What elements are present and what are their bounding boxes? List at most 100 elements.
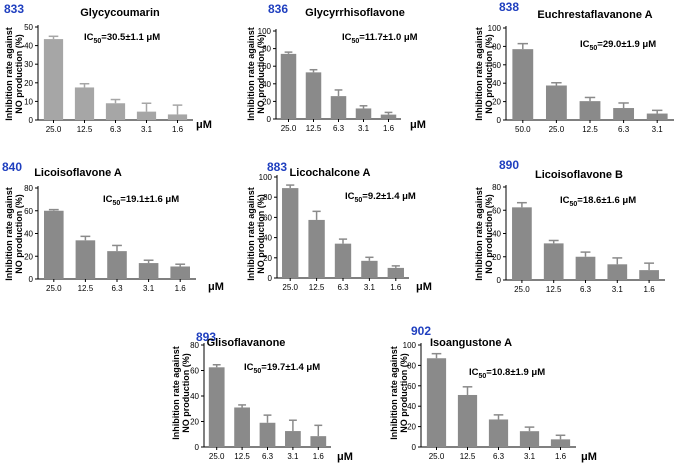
ic50-prefix: IC	[244, 362, 254, 373]
y-tick-label: 60	[492, 206, 501, 215]
chart-title: Glisoflavanone	[207, 337, 286, 349]
x-tick-label: 25.0	[46, 125, 62, 134]
bar	[74, 87, 95, 120]
x-tick-label: 3.1	[141, 125, 153, 134]
chart-title: Licoisoflavone B	[535, 169, 623, 181]
x-tick-label: 12.5	[77, 125, 93, 134]
bar	[488, 419, 509, 447]
y-tick-label: 60	[262, 62, 271, 71]
y-axis-label-line2: NO production (%)	[14, 34, 24, 114]
chart-title: Isoangustone A	[430, 337, 512, 349]
x-tick-label: 6.3	[493, 452, 505, 461]
y-tick-label: 0	[497, 116, 502, 125]
compound-id: 883	[267, 160, 287, 174]
x-tick-label: 1.6	[313, 452, 325, 461]
ic50-subscript: 50	[94, 38, 102, 45]
y-axis-label-line1: Inhibition rate against	[246, 187, 256, 281]
x-tick-label: 12.5	[78, 284, 94, 293]
chart-title: Glycyrrhisoflavone	[305, 7, 405, 19]
bar	[105, 103, 126, 120]
x-tick-label: 12.5	[309, 283, 325, 292]
ic50-prefix: IC	[580, 39, 590, 50]
bar	[208, 367, 225, 447]
y-axis-label: Inhibition rate againstNO production (%)	[4, 187, 24, 281]
x-tick-label: 1.6	[383, 124, 395, 133]
bar	[579, 101, 601, 120]
bar	[310, 436, 327, 447]
bar	[107, 251, 127, 279]
ic50-value: =30.5±1.1 μM	[101, 32, 160, 43]
y-axis-label-line1: Inhibition rate against	[246, 27, 256, 121]
y-tick-label: 20	[492, 253, 501, 262]
y-axis-label-line2: NO production (%)	[399, 353, 409, 433]
y-axis-label: Inhibition rate againstNO production (%)	[474, 27, 494, 121]
y-axis-label-line1: Inhibition rate against	[389, 346, 399, 440]
y-axis-label-line1: Inhibition rate against	[171, 346, 181, 440]
bar	[575, 256, 596, 280]
x-tick-label: 3.1	[652, 125, 664, 134]
y-tick-label: 40	[24, 230, 33, 239]
y-tick-label: 60	[190, 367, 199, 376]
y-tick-label: 0	[29, 116, 34, 125]
ic50-value: =19.7±1.4 μM	[261, 362, 320, 373]
y-tick-label: 20	[190, 418, 199, 427]
bar	[519, 431, 540, 447]
y-tick-label: 60	[407, 382, 416, 391]
x-tick-label: 1.6	[390, 283, 402, 292]
y-tick-label: 20	[262, 97, 271, 106]
y-axis-label-line2: NO production (%)	[484, 34, 494, 114]
x-tick-label: 3.1	[612, 285, 624, 294]
x-tick-label: 6.3	[111, 284, 123, 293]
y-axis-label: Inhibition rate againstNO production (%)	[246, 27, 266, 121]
x-tick-label: 1.6	[555, 452, 567, 461]
ic50-prefix: IC	[84, 32, 94, 43]
x-unit-label: μM	[337, 451, 353, 463]
compound-id: 833	[4, 2, 24, 16]
ic50-subscript: 50	[590, 45, 598, 52]
bar	[138, 263, 159, 279]
x-tick-label: 3.1	[524, 452, 536, 461]
bar	[44, 210, 64, 279]
bar	[387, 267, 404, 278]
ic50-subscript: 50	[352, 38, 360, 45]
y-tick-label: 40	[407, 402, 416, 411]
ic50-prefix: IC	[342, 32, 352, 43]
y-tick-label: 30	[24, 60, 33, 69]
bar	[613, 108, 635, 120]
ic50-value: =11.7±1.0 μM	[359, 32, 417, 43]
y-tick-label: 50	[24, 23, 33, 32]
y-axis-label-line2: NO production (%)	[256, 34, 266, 114]
x-tick-label: 3.1	[143, 284, 155, 293]
compound-id: 836	[268, 2, 288, 16]
ic50-annotation: IC50=19.7±1.4 μM	[244, 362, 320, 375]
x-tick-label: 25.0	[549, 125, 565, 134]
chart-title: Euchrestaflavanone A	[537, 9, 652, 21]
ic50-annotation: IC50=30.5±1.1 μM	[84, 32, 160, 45]
y-axis-label-line2: NO production (%)	[484, 194, 494, 274]
ic50-prefix: IC	[560, 195, 570, 206]
y-tick-label: 100	[488, 24, 502, 33]
bar	[282, 188, 299, 278]
ic50-value: =18.6±1.6 μM	[577, 195, 636, 206]
x-tick-label: 25.0	[282, 283, 298, 292]
x-unit-label: μM	[416, 281, 432, 293]
y-tick-label: 20	[263, 254, 272, 263]
x-tick-label: 25.0	[209, 452, 225, 461]
ic50-value: =19.1±1.6 μM	[120, 194, 179, 205]
x-tick-label: 1.6	[172, 125, 184, 134]
x-tick-label: 3.1	[364, 283, 376, 292]
bar	[361, 260, 378, 278]
x-tick-label: 50.0	[515, 125, 531, 134]
y-axis-label: Inhibition rate againstNO production (%)	[389, 346, 409, 440]
x-unit-label: μM	[196, 119, 212, 131]
bar	[43, 39, 64, 121]
x-tick-label: 25.0	[46, 284, 62, 293]
bar	[305, 72, 322, 119]
y-tick-label: 100	[259, 173, 273, 182]
y-axis-label-line1: Inhibition rate against	[474, 27, 484, 121]
ic50-subscript: 50	[479, 373, 487, 380]
panel-883: 883 Licochalcone A IC50=9.2±1.4 μM Inhibiti…	[246, 160, 432, 293]
